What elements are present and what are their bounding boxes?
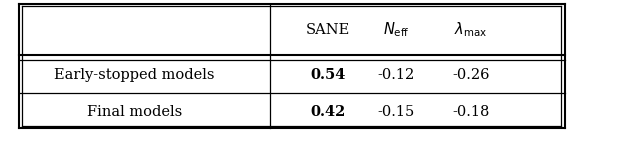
Text: -0.15: -0.15 <box>378 105 415 119</box>
Text: -0.26: -0.26 <box>452 68 490 82</box>
Text: $\lambda_\mathrm{max}$: $\lambda_\mathrm{max}$ <box>454 20 488 39</box>
Text: SANE: SANE <box>306 23 349 37</box>
Text: -0.18: -0.18 <box>452 105 490 119</box>
Text: $N_\mathrm{eff}$: $N_\mathrm{eff}$ <box>383 20 409 39</box>
Text: 0.54: 0.54 <box>310 68 345 82</box>
Text: -0.12: -0.12 <box>378 68 415 82</box>
Text: Early-stopped models: Early-stopped models <box>54 68 215 82</box>
Text: Final models: Final models <box>87 105 182 119</box>
Text: 0.42: 0.42 <box>310 105 345 119</box>
